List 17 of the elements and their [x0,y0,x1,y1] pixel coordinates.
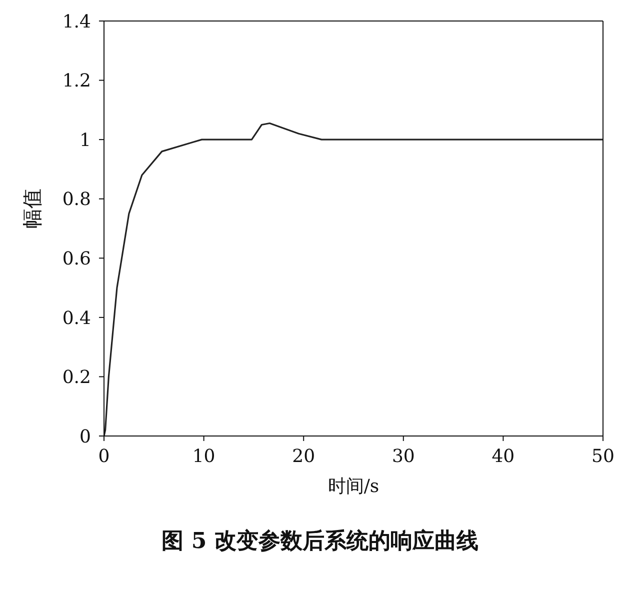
y-tick-label: 1.2 [62,70,91,92]
x-tick-label: 0 [98,446,110,467]
x-tick-label: 40 [492,446,515,467]
y-tick-label: 0.6 [62,248,91,270]
x-tick-label: 30 [392,446,415,467]
text: 图 5 改变参数后系统的响应曲线 [160,527,480,556]
x-tick-label: 50 [592,446,614,467]
y-tick-label: 1 [80,130,91,151]
y-tick-label: 0.4 [62,308,91,329]
y-tick-label: 0.8 [62,189,91,210]
x-axis-title: 时间/s [328,476,380,497]
x-tick-label: 20 [292,446,316,467]
y-axis-title: 幅值 [20,188,44,228]
y-tick-label: 1.4 [62,11,91,32]
y-tick-label: 0.2 [62,367,91,388]
x-tick-label: 10 [192,446,216,467]
y-tick-label: 0 [80,426,91,448]
